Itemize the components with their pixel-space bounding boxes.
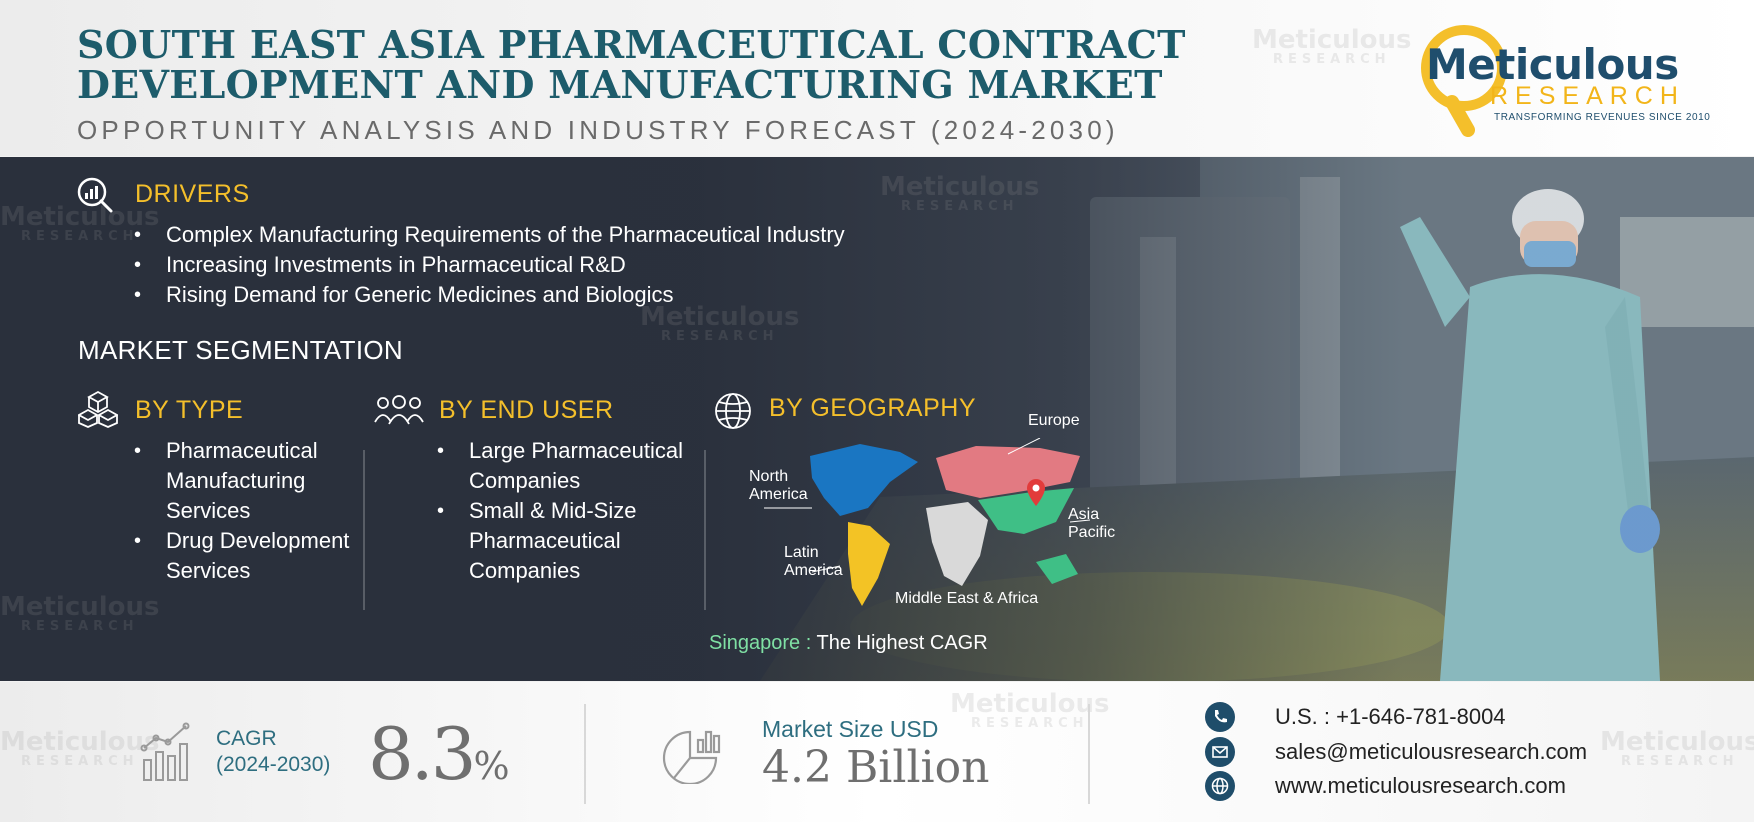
world-map	[764, 438, 1091, 606]
drivers-list: Complex Manufacturing Requirements of th…	[134, 220, 1034, 310]
map-middle-east-africa	[926, 502, 988, 586]
divider	[363, 450, 365, 610]
watermark: Meticulous RESEARCH	[0, 727, 160, 769]
globe-web-icon	[1205, 771, 1235, 801]
watermark: Meticulous RESEARCH	[0, 592, 160, 634]
region-label-asia-pacific: Asia Pacific	[1068, 506, 1116, 541]
location-pin-icon	[1027, 479, 1045, 506]
footer: Meticulous RESEARCH Meticulous RESEARCH Me…	[0, 682, 1754, 822]
mail-icon	[1205, 737, 1235, 767]
region-label-north-america: North America	[749, 468, 808, 503]
region-label-latin-america: Latin America	[784, 544, 843, 579]
pie-chart-icon	[662, 730, 721, 784]
watermark: Meticulous RESEARCH	[1252, 25, 1412, 67]
by-type-heading: BY TYPE	[135, 396, 244, 424]
contact-email[interactable]: sales@meticulousresearch.com	[1275, 739, 1588, 764]
divider	[704, 450, 706, 610]
by-geography-heading: BY GEOGRAPHY	[769, 394, 976, 422]
region-label-mea: Middle East & Africa	[895, 590, 1039, 607]
by-end-user-list: Large Pharmaceutical Companies Small & M…	[437, 436, 707, 586]
list-item: Large Pharmaceutical Companies	[437, 436, 707, 496]
logo-research: RESEARCH	[1490, 82, 1685, 110]
bar-chart-trend-icon	[140, 722, 190, 781]
list-item: Increasing Investments in Pharmaceutical…	[134, 250, 1034, 280]
divider	[584, 704, 586, 804]
by-end-user-heading: BY END USER	[439, 396, 614, 424]
users-group-icon	[374, 395, 424, 425]
map-north-america	[810, 444, 918, 516]
by-type-list: Pharmaceutical Manufacturing Services Dr…	[134, 436, 364, 586]
list-item: Rising Demand for Generic Medicines and …	[134, 280, 1034, 310]
title-line-2: DEVELOPMENT AND MANUFACTURING MARKET	[77, 62, 1163, 107]
globe-icon	[715, 393, 751, 429]
cagr-label: CAGR (2024-2030)	[216, 727, 331, 776]
subtitle: OPPORTUNITY ANALYSIS AND INDUSTRY FORECA…	[77, 115, 1119, 145]
list-item: Small & Mid-Size Pharmaceutical Companie…	[437, 496, 707, 586]
watermark: Meticulous RESEARCH	[1600, 727, 1754, 769]
divider	[1088, 704, 1090, 804]
highest-country: Singapore	[709, 632, 801, 654]
watermark: Meticulous RESEARCH	[0, 202, 160, 244]
logo-tagline: TRANSFORMING REVENUES SINCE 2010	[1494, 112, 1711, 123]
phone-icon	[1205, 702, 1235, 732]
logo-word: Meticulous	[1426, 40, 1679, 89]
logo: Meticulous RESEARCH TRANSFORMING REVENUE…	[1412, 20, 1712, 138]
map-oceania	[1036, 554, 1078, 584]
cagr-value: 8.3%	[368, 712, 510, 796]
map-latin-america	[848, 522, 890, 606]
drivers-heading: DRIVERS	[135, 180, 250, 208]
region-label-europe: Europe	[1028, 412, 1080, 429]
contact-website[interactable]: www.meticulousresearch.com	[1275, 773, 1566, 798]
drivers-chart-magnifier-icon	[77, 177, 113, 213]
market-size-value: 4.2 Billion	[762, 742, 990, 793]
highest-cagr-note: Singapore : The Highest CAGR	[709, 632, 988, 654]
highest-text: The Highest CAGR	[816, 632, 988, 654]
title-line-1: SOUTH EAST ASIA PHARMACEUTICAL CONTRACT	[77, 22, 1186, 67]
contact-phone[interactable]: U.S. : +1-646-781-8004	[1275, 704, 1506, 729]
market-size-label: Market Size USD	[762, 716, 939, 742]
watermark: Meticulous RESEARCH	[640, 302, 800, 344]
list-item: Complex Manufacturing Requirements of th…	[134, 220, 1034, 250]
watermark: Meticulous RESEARCH	[880, 172, 1040, 214]
list-item: Pharmaceutical Manufacturing Services	[134, 436, 364, 526]
header: SOUTH EAST ASIA PHARMACEUTICAL CONTRACT …	[0, 0, 1754, 156]
map-asia-pacific	[978, 488, 1074, 534]
market-segmentation-heading: MARKET SEGMENTATION	[78, 335, 403, 365]
list-item: Drug Development Services	[134, 526, 364, 586]
logo-magnifier-icon	[1421, 25, 1507, 137]
cubes-icon	[78, 390, 118, 428]
watermark: Meticulous RESEARCH	[950, 689, 1110, 731]
